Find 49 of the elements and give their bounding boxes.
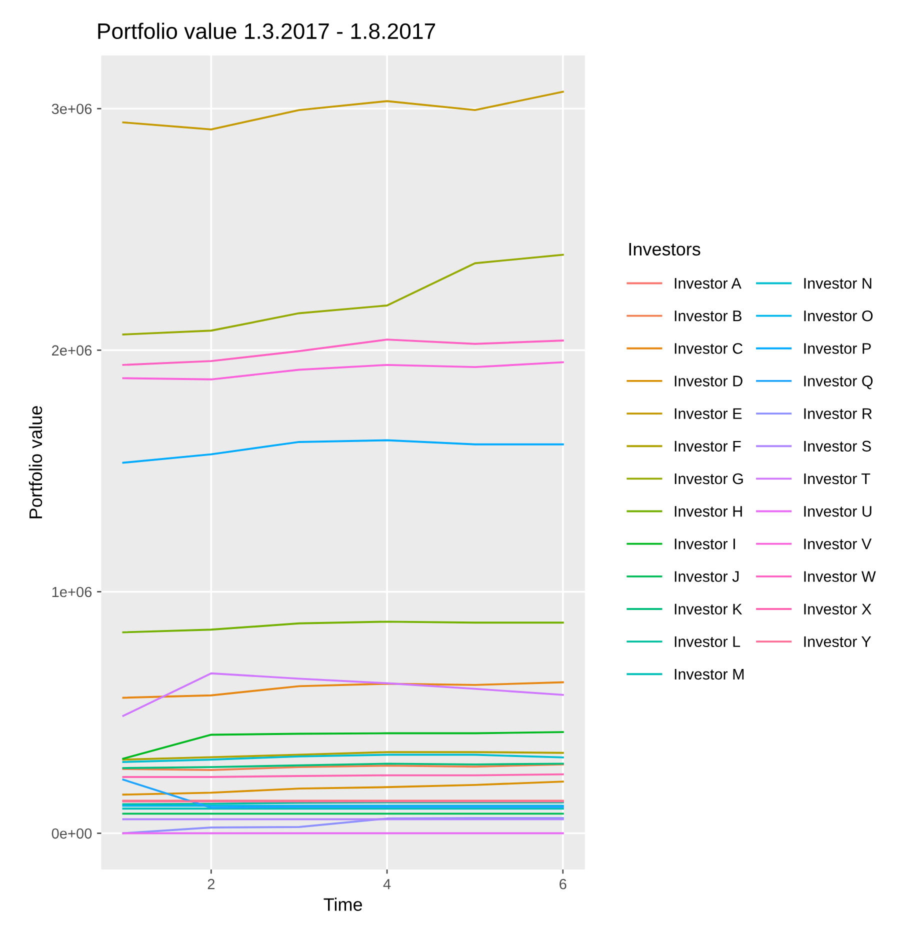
legend-label: Investor R [804,408,872,420]
legend-label: Investor Y [804,636,872,648]
legend-label: Investor A [674,278,742,289]
line-series [122,254,564,336]
legend-label: Investor H [674,506,742,517]
legend-label: Investor U [804,506,872,517]
legend-label: Investor N [804,278,872,289]
y-tick-label: 3e+06 [52,104,92,114]
line-series [122,361,564,380]
legend-label: Investor F [674,440,741,452]
legend-label: Investor Q [804,376,873,390]
legend-label: Investor D [674,376,742,386]
y-tick-label: 0e+00 [52,828,92,839]
line-series [122,439,564,464]
legend-label: Investor I [674,538,735,550]
y-tick-label: 2e+06 [52,345,92,356]
line-series [122,817,564,834]
line-series [122,338,564,366]
legend-label: Investor O [804,310,873,322]
legend-label: Investor J [674,571,739,582]
legend-label: Investor L [674,636,740,648]
line-series [122,90,564,130]
legend-label: Investor C [674,343,743,354]
legend-label: Investor W [804,571,876,582]
x-tick-label: 4 [383,879,391,890]
line-series [122,731,564,760]
x-axis-title: Time [324,898,362,911]
legend-label: Investor T [804,474,870,484]
legend-label: Investor B [674,310,742,322]
x-tick-label: 6 [560,878,566,890]
legend-label: Investor P [804,343,871,354]
x-tick-label: 2 [208,878,214,890]
line-series [122,672,564,717]
line-series [122,681,564,699]
legend-label: Investor K [674,604,742,614]
y-tick-label: 1e+06 [52,586,92,598]
line-series [122,780,564,796]
y-axis-title: Portfolio value [28,406,42,518]
line-series [122,620,564,634]
legend-label: Investor G [674,473,743,484]
legend-label: Investor E [674,408,742,420]
legend-label: Investor X [804,604,872,614]
line-series [122,751,564,761]
legend-label: Investor S [804,440,871,452]
legend-label: Investor M [674,668,744,680]
chart-title: Portfolio value 1.3.2017 - 1.8.2017 [98,22,436,40]
legend-title: Investors [629,243,700,256]
line-series [122,754,564,763]
legend-label: Investor V [804,538,872,550]
